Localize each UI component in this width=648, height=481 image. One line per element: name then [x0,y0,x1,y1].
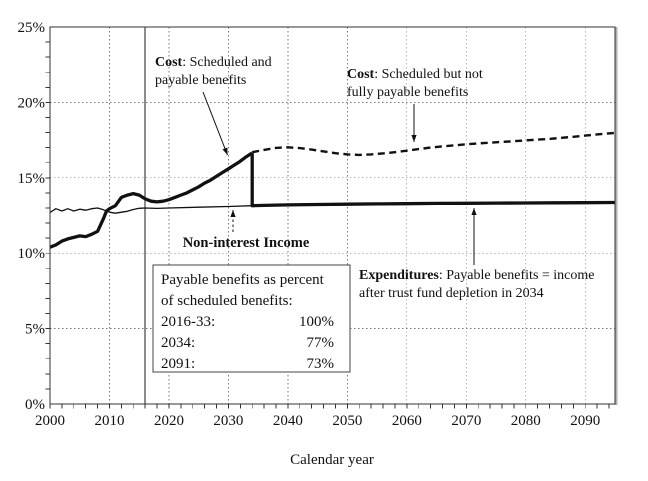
data-series [49,131,616,249]
annotation-lead: Expenditures [359,268,439,283]
info-box-row-value: 77% [307,335,335,351]
x-tick-label: 2010 [94,413,124,429]
x-axis-title: Calendar year [290,452,374,468]
x-tick-label: 2080 [511,413,541,429]
annotation-rest: : Scheduled but not [374,67,483,82]
info-box-row-value: 100% [299,314,334,330]
axis-labels: 0% 5% 10% 15% 20% 25% 2000 2010 2020 2030 2040 2050… [18,20,601,429]
arrow-cost-scheduled-head [411,135,417,142]
y-tick-label: 0% [25,397,45,413]
plot-frame [49,26,616,405]
annotation-cost-payable: Cost: Scheduled and payable benefits [155,55,272,88]
y-tick-label: 5% [25,322,45,338]
info-box-line2: of scheduled benefits: [161,293,293,309]
info-box-row-label: 2091: [161,356,195,372]
arrow-non-interest-income-head [230,210,236,217]
series-expenditures-payable [250,152,616,208]
annotation-rest: : Scheduled and [182,55,271,70]
annotation-lead: Cost [155,55,183,70]
annotation-cost-scheduled-line1: Cost: Scheduled but not [347,67,483,82]
axis-ticks [45,41,610,409]
info-box-row-label: 2016-33: [161,314,215,330]
y-tick-label: 25% [18,20,46,36]
annotation-expenditures: Expenditures: Payable benefits = income … [359,268,595,301]
info-box-row-label: 2034: [161,335,195,351]
y-tick-label: 10% [18,246,46,262]
annotation-lead: Cost [347,67,375,82]
info-box-border [152,264,351,373]
payable-benefits-info-box: Payable benefits as percent of scheduled… [152,264,351,373]
arrow-expenditures-head [471,208,477,215]
series-cost-scheduled-but-not-fully-payable [251,131,616,157]
gridlines [50,27,615,404]
arrow-cost-payable-line [202,91,228,156]
x-tick-label: 2040 [273,413,303,429]
annotation-expenditures-line2: after trust fund depletion in 2034 [359,286,544,301]
x-tick-label: 2030 [213,413,243,429]
y-tick-label: 15% [18,171,46,187]
annotation-arrows [202,91,477,265]
series-cost-scheduled-and-payable [49,151,254,249]
x-tick-label: 2090 [570,413,600,429]
annotation-cost-payable-line1: Cost: Scheduled and [155,55,272,70]
arrow-cost-payable-head [222,147,228,155]
annotation-cost-payable-line2: payable benefits [155,73,246,88]
annotation-expenditures-line1: Expenditures: Payable benefits = income [359,268,595,283]
annotation-rest: : Payable benefits = income [439,268,595,283]
annotation-non-interest-income: Non-interest Income [183,235,310,251]
x-tick-label: 2060 [392,413,422,429]
y-tick-label: 20% [18,95,46,111]
x-tick-label: 2000 [35,413,65,429]
info-box-row-value: 73% [307,356,335,372]
info-box-line1: Payable benefits as percent [161,272,325,288]
annotation-cost-scheduled-line2: fully payable benefits [347,85,468,100]
x-tick-label: 2020 [154,413,184,429]
x-tick-label: 2050 [332,413,362,429]
x-tick-label: 2070 [451,413,481,429]
annotation-cost-scheduled: Cost: Scheduled but not fully payable be… [347,67,483,100]
